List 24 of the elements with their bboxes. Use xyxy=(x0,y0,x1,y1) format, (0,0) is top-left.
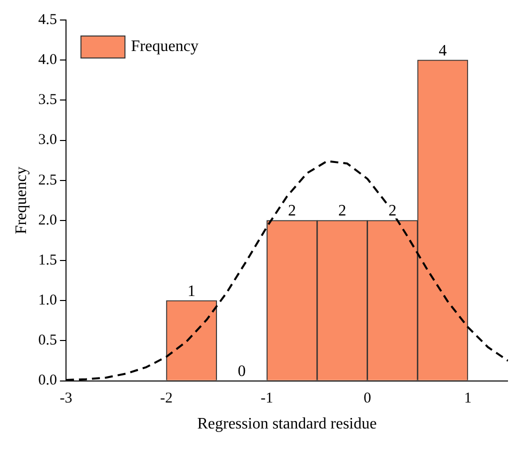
data-label: 2 xyxy=(338,202,346,220)
y-tick-label: 0.0 xyxy=(38,372,57,389)
x-tick-label: -2 xyxy=(160,390,173,407)
x-tick-label: 0 xyxy=(364,390,372,407)
y-axis-title: Frequency xyxy=(12,166,30,234)
data-label: 4 xyxy=(438,42,447,60)
data-label: 2 xyxy=(288,202,296,220)
y-tick-label: 3.5 xyxy=(38,92,57,108)
x-tick-label: -3 xyxy=(60,390,72,407)
y-tick-label: 2.5 xyxy=(38,172,57,188)
y-tick-label: 2.0 xyxy=(38,212,57,228)
y-tick-label: 4.5 xyxy=(38,12,57,28)
x-tick-label: -1 xyxy=(260,390,274,407)
y-tick-label: 1.5 xyxy=(38,252,57,268)
data-label: 2 xyxy=(388,202,396,220)
y-tick-label: 1.0 xyxy=(38,292,57,309)
y-tick-label: 0.5 xyxy=(38,332,57,349)
y-tick-label: 4.0 xyxy=(38,52,57,68)
y-tick-label: 3.0 xyxy=(38,132,57,148)
legend-label: Frequency xyxy=(130,38,198,56)
x-axis-title: Regression standard residue xyxy=(197,416,377,433)
x-tick-label: 1 xyxy=(464,390,472,407)
data-label: 1 xyxy=(188,282,196,300)
data-label: 0 xyxy=(238,363,246,380)
